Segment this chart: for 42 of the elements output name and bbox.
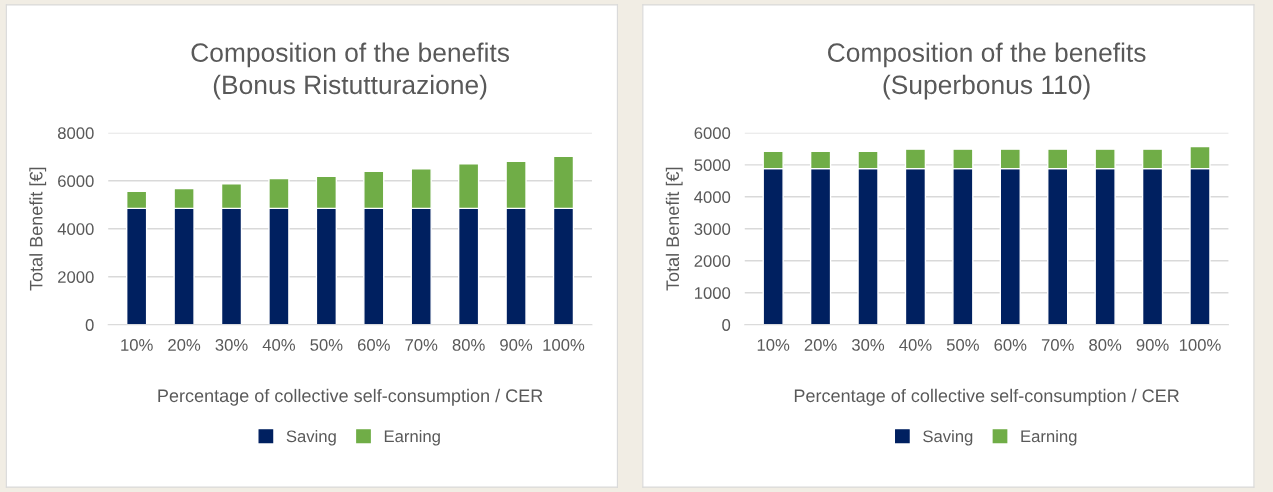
x-tick-label: 60% — [994, 339, 1027, 351]
x-axis-title: Percentage of collective self-consumption / CER — [794, 388, 1179, 406]
x-tick-label: 10% — [121, 339, 153, 351]
y-tick-label: 2000 — [694, 255, 731, 267]
legend-label: Saving — [923, 429, 973, 446]
y-tick-label: 8000 — [57, 127, 94, 140]
y-tick-label: 3000 — [694, 223, 731, 235]
y-tick-label: 6000 — [694, 127, 731, 140]
chart-title: Composition of the benefits (Bonus Ristutturazione) — [191, 42, 510, 100]
x-tick-label: 100% — [543, 339, 585, 351]
legend-label: Earning — [384, 429, 440, 446]
x-tick-label: 80% — [452, 339, 485, 351]
x-tick-label: 100% — [1179, 339, 1221, 351]
x-tick-label: 30% — [851, 339, 885, 351]
x-tick-label: 30% — [215, 339, 248, 351]
x-tick-label: 90% — [500, 339, 533, 351]
y-tick-label: 4000 — [57, 223, 94, 235]
x-tick-label: 40% — [899, 339, 932, 351]
x-tick-label: 70% — [405, 339, 438, 351]
x-tick-label: 50% — [310, 339, 343, 351]
y-tick-label: 4000 — [694, 191, 731, 203]
x-tick-label: 80% — [1089, 339, 1122, 351]
y-axis-title: Total Benefit [€] — [665, 167, 683, 291]
x-tick-label: 70% — [1041, 339, 1074, 351]
y-tick-label: 6000 — [58, 175, 94, 188]
x-tick-label: 20% — [168, 339, 201, 351]
x-tick-label: 50% — [946, 339, 979, 351]
chart-title: Composition of the benefits (Superbonus 110) — [828, 42, 1146, 100]
x-tick-label: 90% — [1136, 339, 1169, 351]
y-tick-label: 5000 — [694, 159, 731, 172]
x-axis-title: Percentage of collective self-consumption / CER — [158, 388, 543, 406]
y-tick-label: 1000 — [695, 287, 731, 299]
y-tick-label: 0 — [722, 319, 731, 331]
x-tick-label: 10% — [757, 339, 790, 351]
y-tick-label: 0 — [85, 319, 94, 331]
x-tick-label: 20% — [804, 339, 837, 351]
x-tick-label: 60% — [357, 339, 390, 351]
y-tick-label: 2000 — [58, 271, 94, 283]
y-axis-title: Total Benefit [€] — [29, 167, 47, 291]
legend-label: Earning — [1021, 429, 1077, 446]
legend-label: Saving — [286, 429, 336, 446]
x-tick-label: 40% — [262, 339, 296, 351]
